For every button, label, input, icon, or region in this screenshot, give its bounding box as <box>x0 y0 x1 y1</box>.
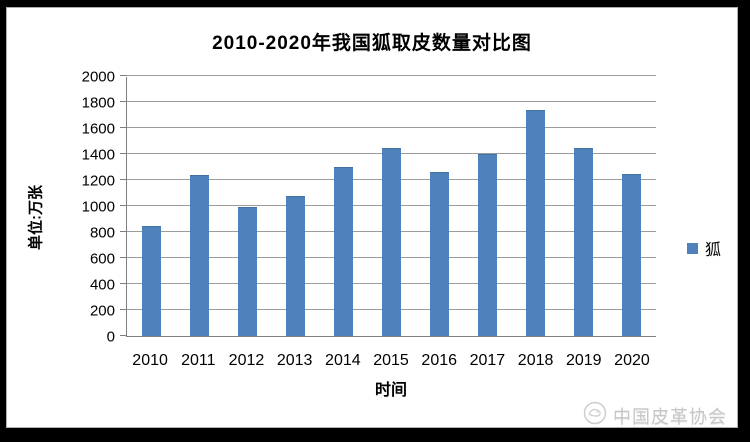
y-tick-label-0: 0 <box>106 328 115 345</box>
gridline-1600 <box>127 127 656 128</box>
y-tick-mark-1600 <box>120 127 127 128</box>
y-tick-label-600: 600 <box>89 250 115 267</box>
x-tick-label-2014: 2014 <box>325 352 361 369</box>
x-tick-label-2013: 2013 <box>276 352 313 369</box>
y-tick-label-1600: 1600 <box>81 120 115 137</box>
gridline-2000 <box>127 75 656 76</box>
plot-area: 0 200 400 600 800 1000 1200 1400 1600 1800 2000 <box>82 68 656 345</box>
bar-2018 <box>526 110 546 336</box>
x-tick-label-2016: 2016 <box>421 352 458 369</box>
y-tick-mark-1800 <box>120 101 127 102</box>
y-tick-mark-800 <box>120 231 127 232</box>
bar-2017 <box>478 154 498 336</box>
legend: 狐 <box>687 236 721 260</box>
y-tick-label-800: 800 <box>89 224 115 241</box>
legend-label: 狐 <box>705 242 722 259</box>
watermark: 中国皮革协会 <box>583 401 727 430</box>
bar-2011 <box>189 174 209 336</box>
y-tick-mark-2000 <box>120 75 127 76</box>
bar-2013 <box>285 195 305 336</box>
y-tick-label-1000: 1000 <box>81 198 115 215</box>
x-axis-labels: 2010 2011 2012 2013 2014 2015 2016 2017 2018 2019… <box>126 352 656 370</box>
y-tick-label-1200: 1200 <box>81 172 115 189</box>
y-tick-label-1800: 1800 <box>81 94 115 111</box>
watermark-text: 中国皮革协会 <box>613 406 727 427</box>
x-tick-label-2018: 2018 <box>517 352 554 369</box>
y-tick-mark-0 <box>120 335 127 336</box>
chart-panel: 2010-2020年我国狐取皮数量对比图 单位:万张 0 200 400 600 800… <box>6 7 738 428</box>
y-tick-mark-1200 <box>120 179 127 180</box>
gridline-1800 <box>127 101 656 102</box>
x-tick-label-2020: 2020 <box>614 352 650 369</box>
x-tick-label-2015: 2015 <box>373 352 409 369</box>
bars-container <box>127 77 656 336</box>
bar-2016 <box>430 171 449 336</box>
chart-title: 2010-2020年我国狐取皮数量对比图 <box>212 33 532 54</box>
bar-2012 <box>237 207 257 336</box>
bar-2020 <box>622 173 642 336</box>
y-tick-label-200: 200 <box>89 302 115 319</box>
x-tick-label-2017: 2017 <box>469 352 506 369</box>
y-tick-label-1400: 1400 <box>81 146 115 163</box>
y-tick-label-400: 400 <box>89 276 115 293</box>
y-tick-mark-1000 <box>120 205 127 206</box>
y-tick-mark-200 <box>120 309 127 310</box>
x-tick-label-2012: 2012 <box>228 352 265 369</box>
x-axis-title: 时间 <box>374 382 407 399</box>
y-tick-mark-600 <box>120 257 127 258</box>
bar-2015 <box>381 147 401 336</box>
bar-2010 <box>141 226 161 336</box>
x-tick-label-2011: 2011 <box>181 352 216 369</box>
y-axis-title: 单位:万张 <box>27 185 45 250</box>
x-tick-label-2019: 2019 <box>565 352 602 369</box>
x-tick-label-2010: 2010 <box>132 352 168 369</box>
china-leather-association-logo-icon <box>583 401 607 430</box>
bar-2019 <box>574 148 594 336</box>
y-tick-mark-1400 <box>120 153 127 154</box>
y-tick-mark-400 <box>120 283 127 284</box>
legend-marker-icon <box>687 242 698 254</box>
y-tick-label-2000: 2000 <box>81 68 115 85</box>
bar-2014 <box>333 167 353 336</box>
